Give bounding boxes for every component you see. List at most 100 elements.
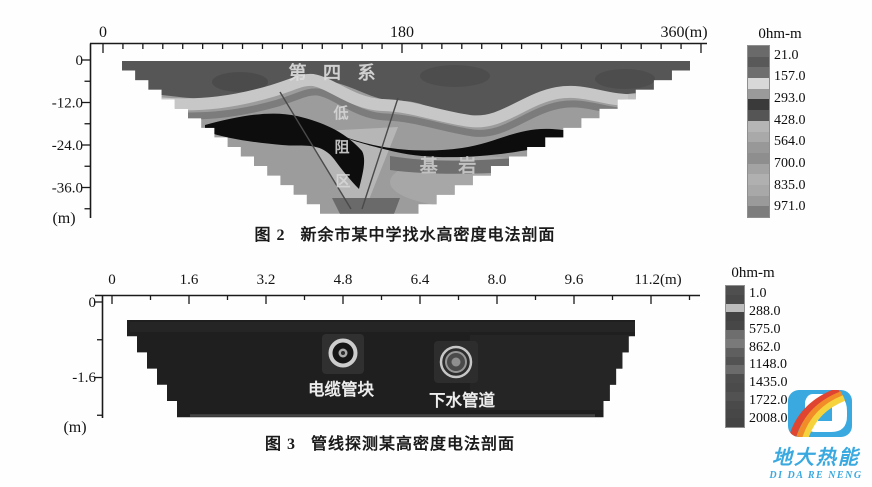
colorbar-tick-label: 971.0 — [774, 199, 806, 215]
figure3-x-tick-label: 3.2 — [257, 272, 276, 288]
colorbar-tick-label: 1.0 — [749, 285, 767, 301]
didareneng-logo-icon — [788, 390, 852, 437]
colorbar-tick-label: 288.0 — [749, 303, 781, 319]
figure3-section-body — [127, 320, 635, 418]
colorbar-segment — [726, 312, 744, 322]
figure2-y-tick-label: -24.0 — [52, 138, 83, 154]
colorbar-segment — [748, 67, 769, 79]
figure2-y-tick-label: 0 — [76, 53, 84, 69]
colorbar-tick-label: 575.0 — [749, 321, 781, 337]
figure2-plot: 0 180 360(m) 0 -12.0 -24.0 -36.0 (m) — [52, 24, 708, 227]
figure3-x-ticks — [111, 296, 691, 304]
colorbar-segment — [748, 142, 769, 153]
colorbar-segment — [748, 88, 769, 100]
colorbar-tick-label: 700.0 — [774, 155, 806, 171]
figure2-label-lowres-1: 低 — [332, 104, 348, 122]
figure2-caption: 图 2 新余市某中学找水高密度电法剖面 — [90, 221, 720, 245]
colorbar-tick-label: 1148.0 — [749, 357, 787, 373]
colorbar-segment — [726, 356, 744, 366]
figure3-x-tick-label: 0 — [108, 272, 116, 288]
figure3-y-ticks — [94, 301, 102, 416]
colorbar-tick-label: 862.0 — [749, 339, 781, 355]
colorbar-segment — [726, 303, 744, 313]
logo-swoosh-yellow — [802, 395, 846, 437]
logo-name-en: DI DA RE NENG — [769, 470, 863, 481]
figure2-fault-line-right — [361, 97, 399, 210]
colorbar-segment — [726, 321, 744, 331]
figure2-label-bedrock: 基 岩 — [419, 155, 485, 176]
figure2-x-ticks — [102, 44, 702, 53]
colorbar-segment — [748, 78, 769, 89]
colorbar-scale — [725, 285, 745, 428]
colorbar-segment — [726, 374, 744, 383]
figure3-y-axis-unit: (m) — [63, 419, 86, 436]
figure2-fault-line-left — [279, 91, 352, 210]
colorbar-tick-label: 2008.0 — [749, 411, 788, 427]
figure2-caption-number: 图 2 — [254, 227, 286, 244]
colorbar-segment — [748, 131, 769, 143]
colorbar-segment — [748, 163, 769, 175]
figure3-x-tick-label: 4.8 — [334, 272, 353, 288]
colorbar-segment — [748, 46, 769, 57]
colorbar-segment — [726, 330, 744, 339]
figure3-plot: 0 1.6 3.2 4.8 6.4 8.0 9.6 11.2(m) 0 -1.6 (m) — [63, 272, 700, 436]
figure2-caption-text: 新余市某中学找水高密度电法剖面 — [300, 227, 556, 244]
figure3-light-patch — [470, 335, 630, 410]
figure3-caption-text: 管线探测某高密度电法剖面 — [311, 436, 516, 453]
figure2-dark-patch — [595, 69, 655, 89]
figure2-y-tick-label: -36.0 — [52, 181, 83, 197]
figure2-label-quaternary: 第 四 系 — [289, 62, 382, 83]
figure3-caption: 图 3 管线探测某高密度电法剖面 — [80, 430, 700, 454]
colorbar-segment — [726, 286, 744, 295]
colorbar-segment — [726, 400, 744, 410]
colorbar-tick-label: 1435.0 — [749, 375, 788, 391]
colorbar-tick-label: 835.0 — [774, 177, 806, 193]
colorbar-scale — [747, 45, 770, 218]
figure2-y-ticks — [82, 59, 90, 210]
figure3-x-tick-label: 8.0 — [488, 272, 507, 288]
figure3-label-sewer: 下水管道 — [429, 390, 496, 410]
colorbar-segment — [748, 206, 769, 217]
figure3-x-tick-label: 6.4 — [411, 272, 430, 288]
figure2-bottom-tip — [332, 198, 400, 214]
colorbar-tick-label: 1722.0 — [749, 393, 788, 409]
figure3-colorbar-title: 0hm-m — [731, 265, 775, 281]
colorbar-segment — [748, 184, 769, 196]
colorbar-segment — [748, 174, 769, 185]
figure2-y-axis-unit: (m) — [52, 210, 75, 227]
colorbar-segment — [726, 347, 744, 357]
figure2-dark-patch — [420, 65, 490, 87]
colorbar-segment — [748, 99, 769, 111]
figure2-colorbar: 21.0 157.0 293.0 428.0 564.0 700.0 835.0 971.0 — [747, 45, 806, 218]
figure3-y-tick-label: 0 — [89, 295, 97, 311]
logo-name-cn: 地大热能 — [772, 447, 860, 469]
figure2-quaternary-layer — [121, 61, 690, 119]
figure3-label-cable: 电缆管块 — [308, 379, 375, 399]
figure2-colorbar-title: 0hm-m — [758, 26, 802, 42]
colorbar-segment — [726, 391, 744, 401]
colorbar-segment — [726, 409, 744, 419]
sewer-pipe-outer-ring — [439, 345, 473, 379]
figure3-y-tick-label: -1.6 — [72, 370, 96, 386]
colorbar-segment — [748, 195, 769, 207]
colorbar-segment — [748, 110, 769, 121]
colorbar-segment — [726, 382, 744, 392]
figure3-x-tick-labels: 0 1.6 3.2 4.8 6.4 8.0 9.6 11.2(m) — [108, 272, 681, 288]
logo-swoosh-orange — [796, 391, 844, 437]
figure3-x-tick-label: 9.6 — [565, 272, 584, 288]
figure2-x-tick-label: 0 — [99, 24, 107, 41]
figure2-y-tick-label: -12.0 — [52, 96, 83, 112]
colorbar-segment — [726, 338, 744, 348]
figure2-label-lowres-3: 区 — [335, 173, 350, 190]
colorbar-segment — [748, 152, 769, 164]
colorbar-segment — [748, 56, 769, 68]
figure2-dark-patch — [212, 72, 268, 92]
figure3-caption-number: 图 3 — [264, 436, 296, 453]
didareneng-logo: 地大热能 DI DA RE NENG — [763, 389, 869, 481]
figure2-section-body — [121, 61, 690, 214]
colorbar-tick-label: 21.0 — [774, 47, 799, 63]
sewer-pipe-core — [451, 357, 461, 367]
logo-swoosh-red — [788, 390, 841, 437]
